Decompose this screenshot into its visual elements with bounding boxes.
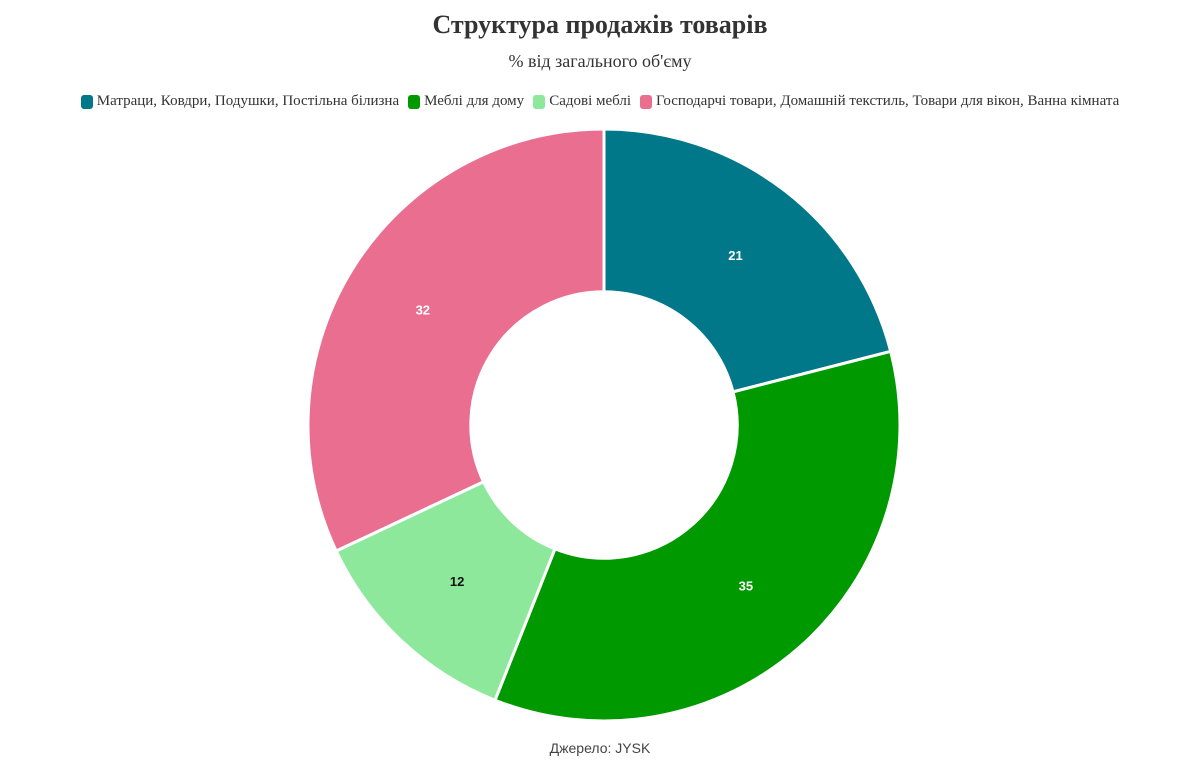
legend-item-mattresses[interactable]: Матраци, Ковдри, Подушки, Постільна біли…	[80, 93, 400, 110]
slice-home-furniture[interactable]	[493, 349, 902, 723]
slice-mattresses[interactable]	[602, 127, 893, 394]
legend-swatch	[640, 94, 653, 109]
chart-subtitle: % від загального об'єму	[508, 51, 692, 71]
legend-label: Матраци, Ковдри, Подушки, Постільна біли…	[96, 93, 400, 109]
legend-label: Господарчі товари, Домашній текстиль, То…	[656, 93, 1120, 109]
legend-swatch	[408, 94, 421, 109]
slice-household-goods[interactable]	[306, 127, 606, 553]
chart-source: Джерело: JYSK	[549, 740, 651, 756]
slice-value-label: 32	[416, 303, 430, 318]
legend-label: Садові меблі	[549, 93, 632, 109]
slice-value-label: 21	[728, 248, 742, 263]
chart-legend: Матраци, Ковдри, Подушки, Постільна біли…	[0, 93, 1200, 110]
legend-swatch	[80, 94, 93, 109]
slice-garden-furniture[interactable]	[334, 480, 557, 702]
slice-value-label: 35	[739, 578, 753, 593]
slice-value-label: 12	[450, 574, 464, 589]
legend-label: Меблі для дому	[424, 93, 525, 109]
legend-item-home-furniture[interactable]: Меблі для дому	[408, 93, 524, 110]
legend-swatch	[533, 94, 546, 109]
legend-item-garden-furniture[interactable]: Садові меблі	[533, 93, 631, 110]
legend-item-household-goods[interactable]: Господарчі товари, Домашній текстиль, То…	[640, 93, 1119, 110]
chart-title: Структура продажів товарів	[432, 10, 768, 39]
